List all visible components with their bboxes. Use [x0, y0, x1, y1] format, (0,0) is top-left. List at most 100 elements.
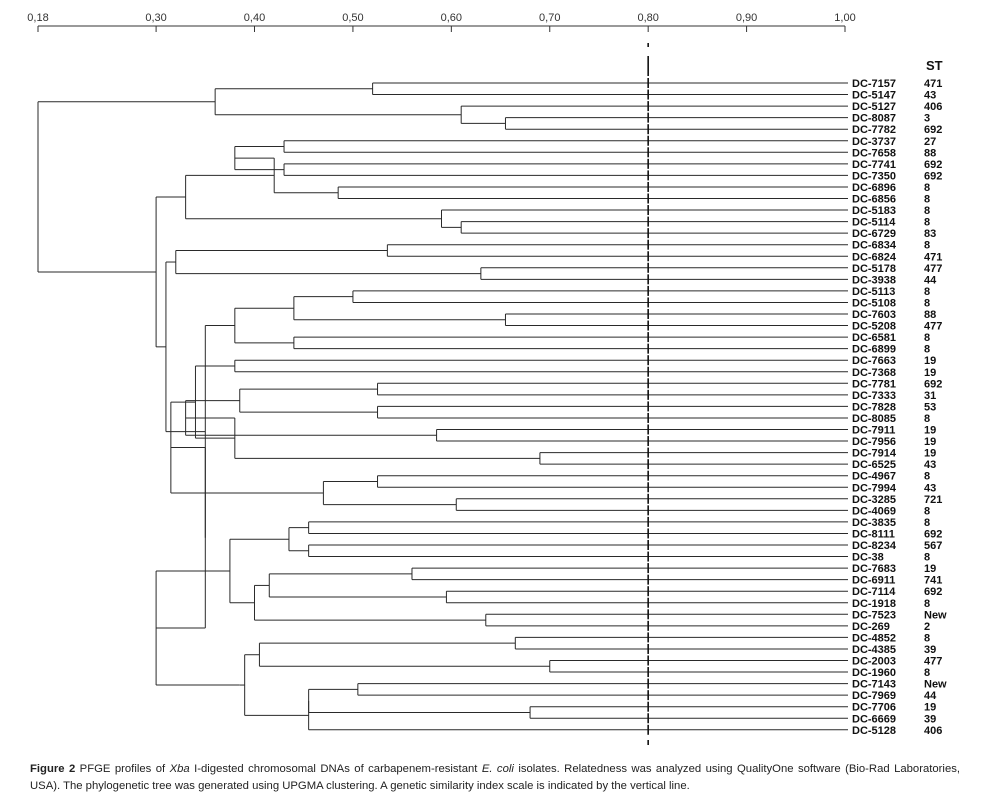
isolate-id: DC-5178: [852, 263, 896, 275]
isolate-id: DC-38: [852, 552, 884, 564]
isolate-id: DC-7333: [852, 390, 896, 402]
isolate-id: DC-3835: [852, 517, 896, 529]
sequence-type: 471: [924, 78, 942, 90]
st-column-header: ST: [926, 58, 943, 73]
isolate-id: DC-3938: [852, 274, 896, 286]
sequence-type: 8: [924, 286, 930, 298]
sequence-type: 692: [924, 124, 942, 136]
sequence-type: 8: [924, 297, 930, 309]
sequence-type: 43: [924, 482, 936, 494]
figure-caption: Figure 2 PFGE profiles of Xba I-digested…: [30, 761, 960, 795]
sequence-type: 477: [924, 321, 942, 333]
isolate-id: DC-6669: [852, 713, 896, 725]
caption-text-3: isolates. Relatedness was analyzed using…: [30, 763, 961, 792]
isolate-id: DC-7956: [852, 436, 896, 448]
isolate-id: DC-5127: [852, 101, 896, 113]
sequence-type: 39: [924, 713, 936, 725]
sequence-type: 39: [924, 644, 936, 656]
sequence-type: 8: [924, 552, 930, 564]
isolate-id: DC-7114: [852, 586, 896, 598]
isolate-id: DC-5183: [852, 205, 896, 217]
isolate-id: DC-7683: [852, 563, 896, 575]
isolate-id: DC-1918: [852, 598, 896, 610]
caption-text-1: PFGE profiles of: [79, 763, 170, 775]
scale-tick-label: 0,40: [244, 12, 265, 24]
scale-tick-label: 0,90: [736, 12, 757, 24]
similarity-scale-axis: 0,18 0,30 0,40 0,50 0,60 0,70 0,80 0,90 1,00: [27, 12, 856, 32]
sequence-type: 477: [924, 656, 942, 668]
sequence-type: 31: [924, 390, 936, 402]
sequence-type: 8: [924, 240, 930, 252]
isolate-id: DC-6729: [852, 228, 896, 240]
sequence-type: 88: [924, 147, 936, 159]
sequence-type: 406: [924, 725, 942, 737]
sequence-type: 88: [924, 309, 936, 321]
isolate-id: DC-7781: [852, 378, 896, 390]
isolate-id: DC-7994: [852, 482, 897, 494]
isolate-id: DC-8085: [852, 413, 896, 425]
isolate-id: DC-7603: [852, 309, 896, 321]
sequence-type: 83: [924, 228, 936, 240]
sequence-type: 8: [924, 413, 930, 425]
sequence-type: 567: [924, 540, 942, 552]
isolate-id: DC-5147: [852, 90, 896, 102]
sequence-type: 692: [924, 528, 942, 540]
isolate-id: DC-3285: [852, 494, 896, 506]
isolate-id: DC-5208: [852, 321, 896, 333]
isolate-id: DC-7157: [852, 78, 896, 90]
sequence-type: 8: [924, 205, 930, 217]
sequence-type: 27: [924, 136, 936, 148]
sequence-type: 406: [924, 101, 942, 113]
scale-tick-label: 0,60: [441, 12, 462, 24]
isolate-id: DC-7350: [852, 170, 896, 182]
figure-label: Figure 2: [30, 763, 76, 775]
sequence-type: 471: [924, 251, 942, 263]
isolate-id: DC-7914: [852, 448, 897, 460]
isolate-id: DC-7143: [852, 679, 896, 691]
isolate-id: DC-6834: [852, 240, 897, 252]
sequence-type: 8: [924, 332, 930, 344]
sequence-type: 741: [924, 575, 942, 587]
isolate-id: DC-5128: [852, 725, 896, 737]
isolate-id: DC-7969: [852, 690, 896, 702]
isolate-id: DC-3737: [852, 136, 896, 148]
scale-tick-label: 0,30: [145, 12, 166, 24]
sequence-type: 19: [924, 355, 936, 367]
scale-tick-label: 0,18: [27, 12, 48, 24]
isolate-id: DC-8111: [852, 528, 895, 540]
isolate-id: DC-8087: [852, 113, 896, 125]
isolate-id: DC-6525: [852, 459, 896, 471]
sequence-type: New: [924, 679, 947, 691]
isolate-id: DC-5108: [852, 297, 896, 309]
isolate-id: DC-6581: [852, 332, 896, 344]
sequence-type: 8: [924, 517, 930, 529]
sequence-type: 43: [924, 459, 936, 471]
isolate-id: DC-8234: [852, 540, 897, 552]
isolate-id: DC-4069: [852, 505, 896, 517]
sequence-type: 19: [924, 448, 936, 460]
sequence-type: 19: [924, 436, 936, 448]
isolate-id: DC-1960: [852, 667, 896, 679]
sequence-type: 8: [924, 217, 930, 229]
isolate-id: DC-7368: [852, 367, 896, 379]
isolate-id: DC-269: [852, 621, 890, 633]
sequence-type: 8: [924, 505, 930, 517]
sequence-type: 19: [924, 702, 936, 714]
sequence-type: 8: [924, 632, 930, 644]
sequence-type: 44: [924, 690, 937, 702]
isolate-id: DC-7741: [852, 159, 896, 171]
scale-tick-label: 0,80: [637, 12, 658, 24]
scale-tick-label: 0,70: [539, 12, 560, 24]
isolate-id: DC-4385: [852, 644, 896, 656]
scale-tick-label: 0,50: [342, 12, 363, 24]
sequence-type: 692: [924, 378, 942, 390]
sequence-type: New: [924, 609, 947, 621]
isolate-id: DC-7911: [852, 425, 895, 437]
sequence-type: 692: [924, 159, 942, 171]
sequence-type: 8: [924, 667, 930, 679]
sequence-type: 8: [924, 471, 930, 483]
caption-italic-2: E. coli: [481, 763, 514, 775]
isolate-id: DC-7663: [852, 355, 896, 367]
sequence-type: 19: [924, 367, 936, 379]
scale-tick-label: 1,00: [834, 12, 855, 24]
